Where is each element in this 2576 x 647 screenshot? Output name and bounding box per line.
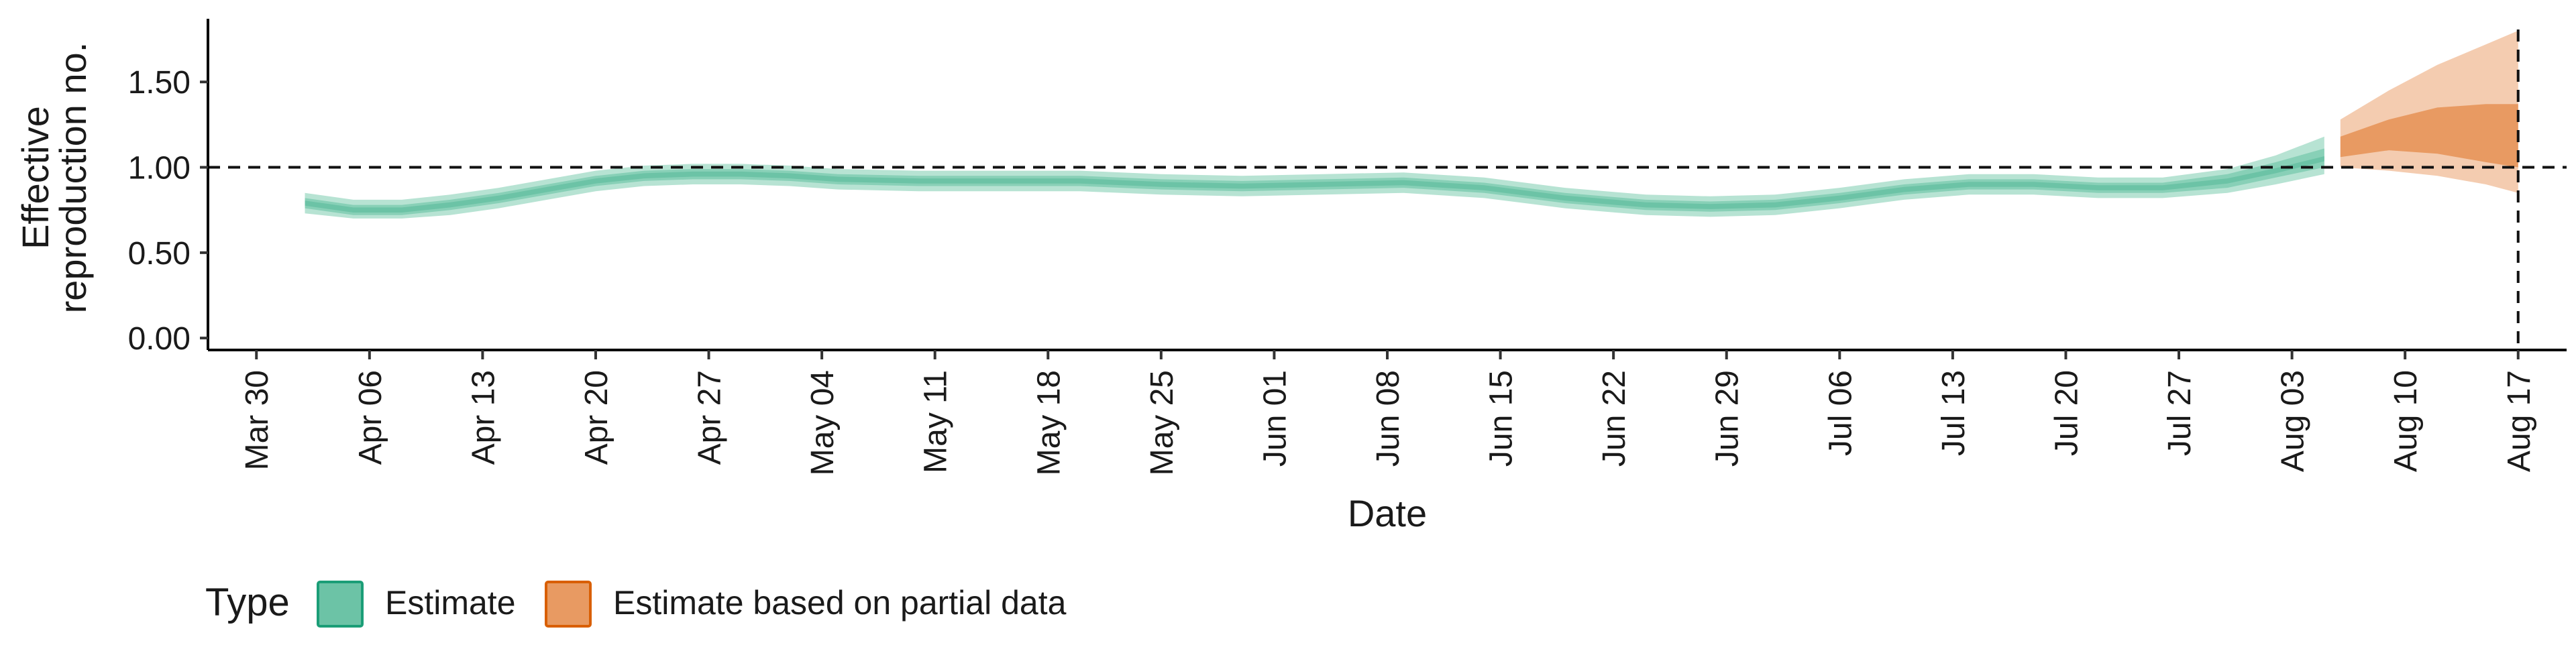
x-tick-label: Jul 27 — [2162, 370, 2198, 456]
y-tick-label: 1.00 — [128, 151, 191, 186]
y-axis-title-line-1: Effective — [14, 106, 56, 249]
reference-lines — [208, 30, 2567, 350]
legend: Type Estimate Estimate based on partial … — [205, 581, 1067, 628]
legend-label-partial: Estimate based on partial data — [613, 584, 1067, 622]
x-tick-label: May 11 — [918, 370, 954, 473]
x-axis-title: Date — [1348, 492, 1427, 534]
x-tick-label: Apr 20 — [579, 370, 614, 465]
x-tick-label: May 18 — [1031, 370, 1067, 475]
x-tick-label: Aug 10 — [2388, 370, 2424, 472]
legend-key-estimate — [317, 581, 364, 628]
x-tick-label: May 25 — [1144, 370, 1180, 475]
legend-title: Type — [205, 581, 290, 624]
y-axis-title-line-2: reproduction no. — [52, 42, 94, 314]
confidence-bands — [305, 30, 2518, 219]
x-tick-label: Jun 29 — [1710, 370, 1746, 467]
legend-label-estimate: Estimate — [385, 584, 516, 622]
x-tick-label: Mar 30 — [239, 370, 275, 470]
x-tick-label: Apr 27 — [692, 370, 728, 465]
y-tick-label: 0.50 — [128, 236, 191, 272]
x-axis-ticks: Mar 30 Apr 06 Apr 13 Apr 20 Apr 27 May 04 May … — [239, 350, 2537, 475]
x-tick-label: Jun 01 — [1257, 370, 1293, 467]
x-tick-label: May 04 — [805, 370, 841, 475]
y-axis-ticks: 0.00 0.50 1.00 1.50 — [128, 65, 208, 357]
x-tick-label: Jul 06 — [1823, 370, 1858, 456]
x-tick-label: Apr 06 — [353, 370, 388, 465]
x-tick-label: Jun 08 — [1371, 370, 1406, 467]
x-tick-label: Aug 17 — [2502, 370, 2537, 472]
y-tick-label: 0.00 — [128, 321, 191, 357]
x-tick-label: Jul 20 — [2049, 370, 2085, 456]
estimate-core-band — [305, 156, 2324, 213]
x-tick-label: Jun 15 — [1484, 370, 1519, 467]
y-tick-label: 1.50 — [128, 65, 191, 101]
x-tick-label: Jul 13 — [1936, 370, 1972, 456]
x-tick-label: Apr 13 — [466, 370, 501, 465]
x-tick-label: Jun 22 — [1597, 370, 1632, 467]
legend-key-partial — [545, 581, 592, 628]
partial-50-band — [2340, 104, 2518, 168]
x-tick-label: Aug 03 — [2275, 370, 2311, 472]
